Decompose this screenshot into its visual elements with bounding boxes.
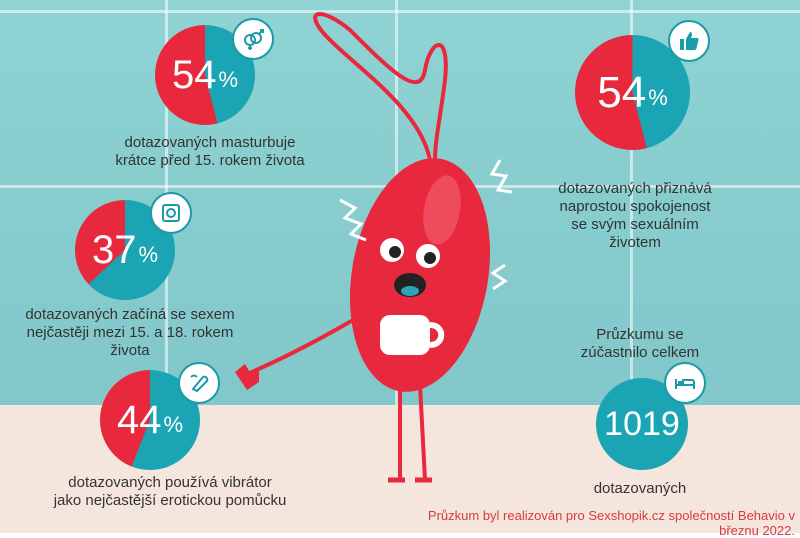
total-value: 1019 bbox=[604, 404, 680, 443]
stat-caption: dotazovaných masturbuje krátce před 15. … bbox=[105, 134, 315, 170]
caption-line: krátce před 15. rokem života bbox=[115, 152, 305, 169]
stat-value: 37 bbox=[91, 227, 137, 272]
condom-icon bbox=[150, 192, 192, 234]
stat-value: 54 bbox=[597, 67, 647, 117]
bed-icon bbox=[664, 362, 706, 404]
stat-caption: dotazovaných přiznává naprostou spokojen… bbox=[545, 180, 725, 252]
stat-value: 44 bbox=[116, 397, 162, 442]
percent-sign: % bbox=[218, 67, 239, 92]
total-intro: Průzkumu se zúčastnilo celkem bbox=[565, 326, 715, 362]
tile-line bbox=[0, 10, 800, 13]
vibrator-icon bbox=[178, 362, 220, 404]
caption-line: dotazovaných začíná se sexem bbox=[25, 306, 235, 323]
gender-symbols-icon bbox=[232, 18, 274, 60]
caption-line: zúčastnilo celkem bbox=[580, 344, 700, 361]
percent-sign: % bbox=[648, 84, 668, 110]
caption-line: Průzkumu se bbox=[596, 326, 684, 343]
stat-value: 54 bbox=[171, 52, 217, 97]
thumbs-up-icon bbox=[668, 20, 710, 62]
caption-line: dotazovaných masturbuje bbox=[124, 134, 296, 151]
percent-sign: % bbox=[163, 412, 184, 437]
stat-caption: dotazovaných začíná se sexem nejčastěji … bbox=[10, 306, 250, 360]
tile-line bbox=[630, 0, 633, 420]
caption-line: dotazovaných přiznává bbox=[558, 180, 712, 197]
total-respondents-circle: 1019 bbox=[596, 378, 688, 470]
footer-note: Průzkum byl realizován pro Sexshopik.cz … bbox=[427, 508, 795, 538]
stat-caption: dotazovaných používá vibrátor jako nejča… bbox=[40, 474, 300, 510]
caption-line: jako nejčastější erotickou pomůcku bbox=[53, 492, 287, 509]
caption-line: dotazovaných používá vibrátor bbox=[68, 474, 272, 491]
mascot-illustration bbox=[235, 12, 513, 483]
stat-vibrator-pie: 44% bbox=[100, 370, 200, 470]
caption-line: naprostou spokojenost bbox=[559, 198, 711, 215]
total-caption: dotazovaných bbox=[593, 480, 687, 497]
caption-line: se svým sexuálním bbox=[571, 216, 699, 233]
stat-satisfaction-pie: 54% bbox=[575, 35, 690, 150]
caption-line: životem bbox=[609, 234, 661, 251]
caption-line: nejčastěji mezi 15. a 18. rokem života bbox=[26, 324, 234, 359]
percent-sign: % bbox=[138, 242, 159, 267]
